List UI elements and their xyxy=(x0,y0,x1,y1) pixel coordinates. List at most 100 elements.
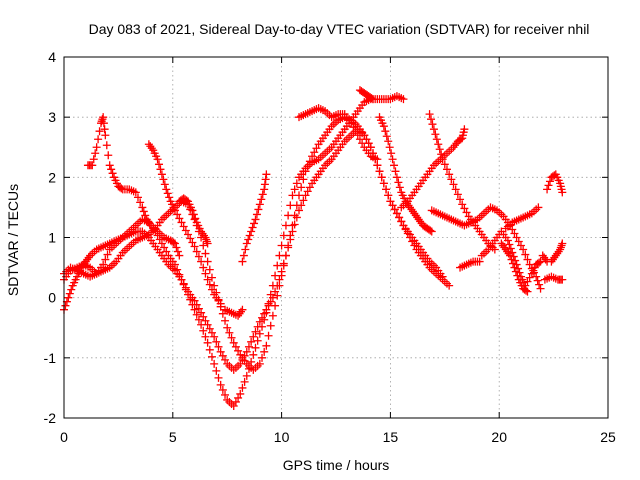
data-point-marker xyxy=(413,213,422,222)
data-point-marker xyxy=(262,341,271,350)
data-point-marker xyxy=(295,206,304,215)
data-point-marker xyxy=(103,250,112,259)
data-point-marker xyxy=(107,165,116,174)
data-point-marker xyxy=(238,257,247,266)
data-point-marker xyxy=(199,312,208,321)
data-point-marker xyxy=(303,162,312,171)
data-point-marker xyxy=(255,329,264,338)
data-point-marker xyxy=(207,328,216,337)
data-point-marker xyxy=(210,332,219,341)
series-7 xyxy=(221,305,247,320)
data-point-marker xyxy=(521,250,530,259)
data-point-marker xyxy=(368,95,377,104)
data-point-marker xyxy=(392,209,401,218)
data-point-marker xyxy=(262,305,271,314)
data-point-marker xyxy=(462,208,471,217)
data-point-marker xyxy=(268,311,277,320)
data-point-marker xyxy=(305,183,314,192)
data-point-marker xyxy=(440,160,449,169)
data-point-marker xyxy=(508,259,517,268)
x-tick-label: 10 xyxy=(274,429,290,445)
data-point-marker xyxy=(188,206,197,215)
data-point-marker xyxy=(386,197,395,206)
data-point-marker xyxy=(275,275,284,284)
data-point-marker xyxy=(221,316,230,325)
data-point-marker xyxy=(556,243,565,252)
data-point-marker xyxy=(223,323,232,332)
data-point-marker xyxy=(234,393,243,402)
data-point-marker xyxy=(538,251,547,260)
data-point-marker xyxy=(261,175,270,184)
data-point-marker xyxy=(438,155,447,164)
plot-frame xyxy=(63,56,609,419)
data-point-marker xyxy=(427,227,436,236)
series-1 xyxy=(60,92,408,410)
data-point-marker xyxy=(385,143,394,152)
data-point-marker xyxy=(410,241,419,250)
series-12 xyxy=(397,125,469,212)
data-point-marker xyxy=(184,230,193,239)
data-point-marker xyxy=(379,122,388,131)
data-point-marker xyxy=(377,173,386,182)
data-point-marker xyxy=(545,177,554,186)
y-tick-label: 1 xyxy=(48,230,56,246)
data-point-marker xyxy=(292,179,301,188)
data-point-marker xyxy=(358,139,367,148)
data-point-marker xyxy=(290,220,299,229)
data-point-marker xyxy=(231,397,240,406)
data-point-marker xyxy=(351,127,360,136)
data-point-marker xyxy=(547,257,556,266)
data-point-marker xyxy=(511,267,520,276)
data-point-marker xyxy=(182,196,191,205)
data-point-marker xyxy=(458,200,467,209)
data-point-marker xyxy=(288,227,297,236)
data-point-marker xyxy=(205,324,214,333)
data-point-marker xyxy=(388,155,397,164)
data-point-marker xyxy=(427,115,436,124)
series-20 xyxy=(547,239,567,266)
y-tick-label: 0 xyxy=(48,290,56,306)
data-point-marker xyxy=(159,175,168,184)
data-point-marker xyxy=(460,204,469,213)
data-point-marker xyxy=(251,343,260,352)
data-point-marker xyxy=(512,233,521,242)
data-point-marker xyxy=(375,167,384,176)
data-point-marker xyxy=(249,332,258,341)
data-point-marker xyxy=(382,132,391,141)
data-point-marker xyxy=(172,243,181,252)
data-point-marker xyxy=(77,263,86,272)
data-point-marker xyxy=(173,247,182,256)
data-point-marker xyxy=(308,152,317,161)
data-point-marker xyxy=(238,383,247,392)
data-point-marker xyxy=(147,144,156,153)
data-point-marker xyxy=(155,160,164,169)
data-point-marker xyxy=(199,263,208,272)
series-22 xyxy=(456,257,484,272)
data-point-marker xyxy=(244,342,253,351)
data-point-marker xyxy=(189,210,198,219)
data-point-marker xyxy=(117,184,126,193)
data-point-marker xyxy=(442,165,451,174)
data-point-marker xyxy=(401,225,410,234)
data-point-marker xyxy=(519,245,528,254)
data-point-marker xyxy=(181,226,190,235)
data-point-marker xyxy=(205,345,214,354)
data-point-marker xyxy=(258,353,267,362)
data-point-marker xyxy=(216,299,225,308)
data-point-marker xyxy=(548,255,557,264)
data-point-marker xyxy=(253,336,262,345)
data-point-marker xyxy=(95,127,104,136)
data-point-marker xyxy=(273,281,282,290)
data-point-marker xyxy=(101,255,110,264)
data-point-marker xyxy=(162,247,171,256)
data-point-marker xyxy=(98,115,107,124)
data-point-marker xyxy=(536,284,545,293)
data-point-marker xyxy=(277,267,286,276)
data-point-marker xyxy=(203,239,212,248)
data-point-marker xyxy=(525,273,534,282)
x-tick-label: 20 xyxy=(491,429,507,445)
data-point-marker xyxy=(198,229,207,238)
data-point-marker xyxy=(197,257,206,266)
data-point-marker xyxy=(83,255,92,264)
